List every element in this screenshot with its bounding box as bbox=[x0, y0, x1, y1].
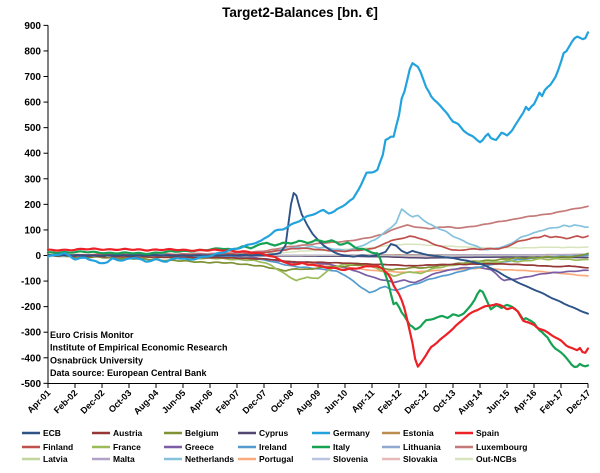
x-tick-label: Oct-13 bbox=[431, 388, 458, 415]
legend-label: Slovakia bbox=[403, 454, 438, 464]
legend-label: Latvia bbox=[43, 454, 68, 464]
legend-item-cyprus: Cyprus bbox=[238, 428, 289, 438]
x-tick-label: Feb-12 bbox=[376, 388, 404, 416]
annotation-line: Data source: European Central Bank bbox=[50, 368, 208, 378]
legend-label: Estonia bbox=[403, 428, 434, 438]
series-line-italy bbox=[46, 239, 590, 369]
legend-item-greece: Greece bbox=[164, 442, 214, 452]
y-tick-label: -400 bbox=[21, 353, 41, 364]
x-tick-label: Feb-02 bbox=[52, 388, 80, 416]
legend-label: Luxembourg bbox=[476, 442, 527, 452]
legend-item-latvia: Latvia bbox=[22, 454, 68, 464]
y-tick-label: -100 bbox=[21, 277, 41, 288]
x-tick-label: Feb-17 bbox=[538, 388, 566, 416]
y-tick-label: -300 bbox=[21, 328, 41, 339]
x-tick-label: Apr-06 bbox=[187, 388, 214, 415]
legend-label: Ireland bbox=[259, 442, 287, 452]
x-tick-label: Jun-10 bbox=[322, 388, 350, 416]
annotation-line: Osnabrück University bbox=[50, 355, 143, 365]
legend-label: Cyprus bbox=[259, 428, 289, 438]
y-tick-label: 900 bbox=[24, 21, 41, 32]
annotation-line: Institute of Empirical Economic Research bbox=[50, 343, 228, 353]
legend-item-italy: Italy bbox=[312, 442, 350, 452]
x-tick-label: Dec-12 bbox=[402, 388, 430, 416]
x-tick-label: Apr-01 bbox=[25, 388, 52, 415]
series-line-germany bbox=[46, 31, 590, 265]
legend-item-estonia: Estonia bbox=[382, 428, 434, 438]
x-tick-label: Apr-16 bbox=[511, 388, 538, 415]
legend-label: Belgium bbox=[185, 428, 219, 438]
legend-label: Germany bbox=[333, 428, 370, 438]
y-tick-label: 300 bbox=[24, 174, 41, 185]
legend-label: Out-NCBs bbox=[476, 454, 517, 464]
y-tick-label: -200 bbox=[21, 302, 41, 313]
y-tick-label: 800 bbox=[24, 46, 41, 57]
legend-item-austria: Austria bbox=[92, 428, 143, 438]
legend-item-ecb: ECB bbox=[22, 428, 61, 438]
x-tick-label: Aug-04 bbox=[132, 388, 161, 417]
legend-label: France bbox=[113, 442, 141, 452]
legend-item-finland: Finland bbox=[22, 442, 73, 452]
legend-item-netherlands: Netherlands bbox=[164, 454, 234, 464]
legend-item-slovakia: Slovakia bbox=[382, 454, 438, 464]
legend-item-germany: Germany bbox=[312, 428, 370, 438]
y-tick-label: 200 bbox=[24, 200, 41, 211]
legend-label: Portugal bbox=[259, 454, 293, 464]
series-line-austria bbox=[47, 254, 589, 269]
legend-label: Malta bbox=[113, 454, 135, 464]
legend-item-luxembourg: Luxembourg bbox=[455, 442, 527, 452]
legend-label: Lithuania bbox=[403, 442, 441, 452]
annotation-line: Euro Crisis Monitor bbox=[50, 330, 134, 340]
legend-label: Finland bbox=[43, 442, 73, 452]
legend-label: ECB bbox=[43, 428, 61, 438]
legend-item-spain: Spain bbox=[455, 428, 499, 438]
y-tick-label: 100 bbox=[24, 225, 41, 236]
y-tick-label: 700 bbox=[24, 72, 41, 83]
legend-item-portugal: Portugal bbox=[238, 454, 293, 464]
legend-label: Austria bbox=[113, 428, 143, 438]
x-tick-label: Oct-03 bbox=[107, 388, 134, 415]
series-line-spain bbox=[46, 247, 590, 368]
x-tick-label: Dec-07 bbox=[240, 388, 268, 416]
legend-item-belgium: Belgium bbox=[164, 428, 219, 438]
legend-label: Italy bbox=[333, 442, 350, 452]
y-tick-label: -500 bbox=[21, 379, 41, 390]
legend-item-malta: Malta bbox=[92, 454, 135, 464]
chart-title: Target2-Balances [bn. €] bbox=[222, 5, 378, 20]
legend-label: Spain bbox=[476, 428, 499, 438]
legend-label: Netherlands bbox=[185, 454, 234, 464]
y-tick-label: 400 bbox=[24, 149, 41, 160]
legend-item-slovenia: Slovenia bbox=[312, 454, 368, 464]
x-tick-label: Jun-05 bbox=[160, 388, 188, 416]
legend-label: Greece bbox=[185, 442, 214, 452]
y-tick-label: 600 bbox=[24, 98, 41, 109]
legend-item-ireland: Ireland bbox=[238, 442, 287, 452]
x-tick-label: Oct-08 bbox=[269, 388, 296, 415]
legend-item-out-ncbs: Out-NCBs bbox=[455, 454, 517, 464]
x-tick-label: Feb-07 bbox=[214, 388, 242, 416]
x-tick-label: Apr-11 bbox=[350, 388, 377, 415]
x-tick-label: Jun-15 bbox=[484, 388, 512, 416]
legend-item-france: France bbox=[92, 442, 141, 452]
x-tick-label: Dec-17 bbox=[564, 388, 592, 416]
x-tick-label: Aug-14 bbox=[456, 388, 485, 417]
y-tick-label: 0 bbox=[35, 251, 41, 262]
legend-item-lithuania: Lithuania bbox=[382, 442, 441, 452]
legend-label: Slovenia bbox=[333, 454, 368, 464]
y-tick-label: 500 bbox=[24, 123, 41, 134]
x-tick-label: Dec-02 bbox=[78, 388, 106, 416]
x-tick-label: Aug-09 bbox=[294, 388, 323, 417]
